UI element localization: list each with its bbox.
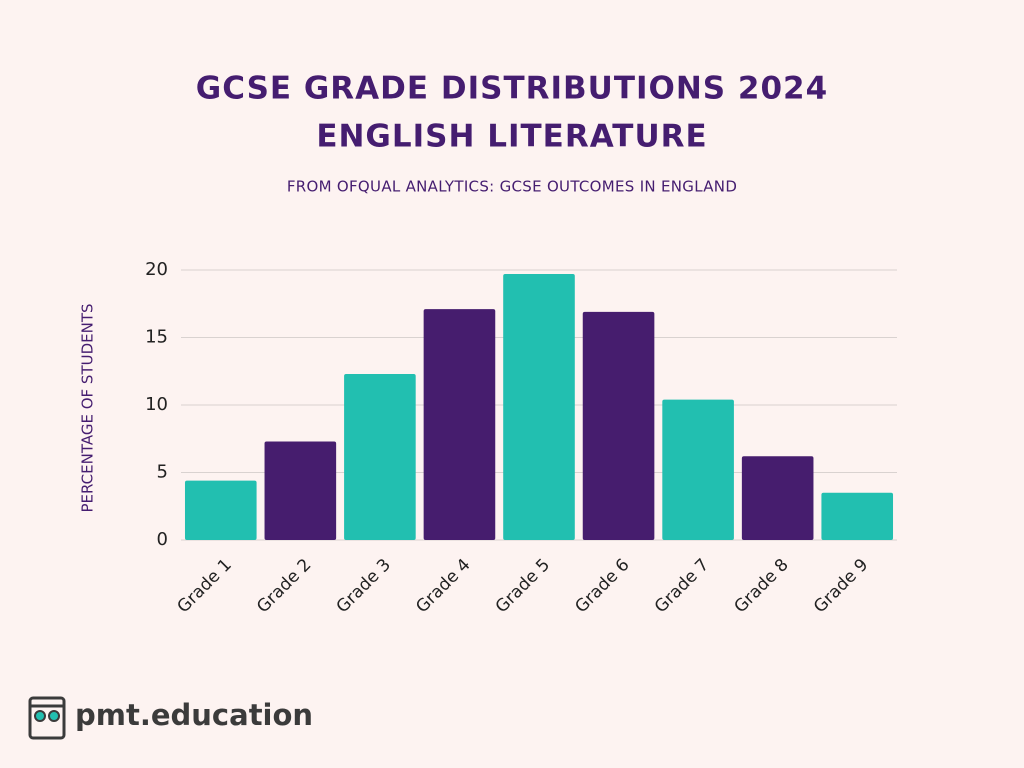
y-tick-label: 20	[145, 259, 168, 280]
x-tick-label: Grade 5	[492, 555, 554, 617]
bar	[423, 309, 496, 540]
x-tick-label: Grade 9	[810, 555, 872, 617]
bar	[264, 441, 337, 540]
y-tick-label: 5	[157, 462, 168, 483]
x-tick-label: Grade 6	[571, 555, 633, 617]
bar	[503, 274, 575, 540]
x-tick-label: Grade 8	[730, 555, 792, 617]
x-tick-label: Grade 3	[333, 555, 395, 617]
bar	[582, 311, 655, 540]
x-tick-label: Grade 7	[651, 555, 713, 617]
brand: pmt.education	[75, 698, 313, 732]
y-axis-label: PERCENTAGE OF STUDENTS	[79, 303, 97, 512]
x-tick-label: Grade 1	[174, 555, 236, 617]
y-tick-label: 10	[145, 394, 168, 415]
x-tick-label: Grade 2	[253, 555, 315, 617]
bar	[741, 456, 814, 540]
y-tick-label: 15	[145, 327, 168, 348]
chart-title: ENGLISH LITERATURE	[316, 119, 707, 155]
y-tick-label: 0	[157, 529, 168, 550]
chart-subtitle: FROM OFQUAL ANALYTICS: GCSE OUTCOMES IN …	[287, 178, 737, 196]
bar	[821, 492, 894, 540]
x-tick-label: Grade 4	[412, 555, 474, 617]
bar	[344, 373, 416, 540]
bar	[184, 480, 257, 540]
bar	[662, 399, 734, 540]
chart-title: GCSE GRADE DISTRIBUTIONS 2024	[196, 71, 828, 107]
logo-icon	[28, 696, 66, 740]
